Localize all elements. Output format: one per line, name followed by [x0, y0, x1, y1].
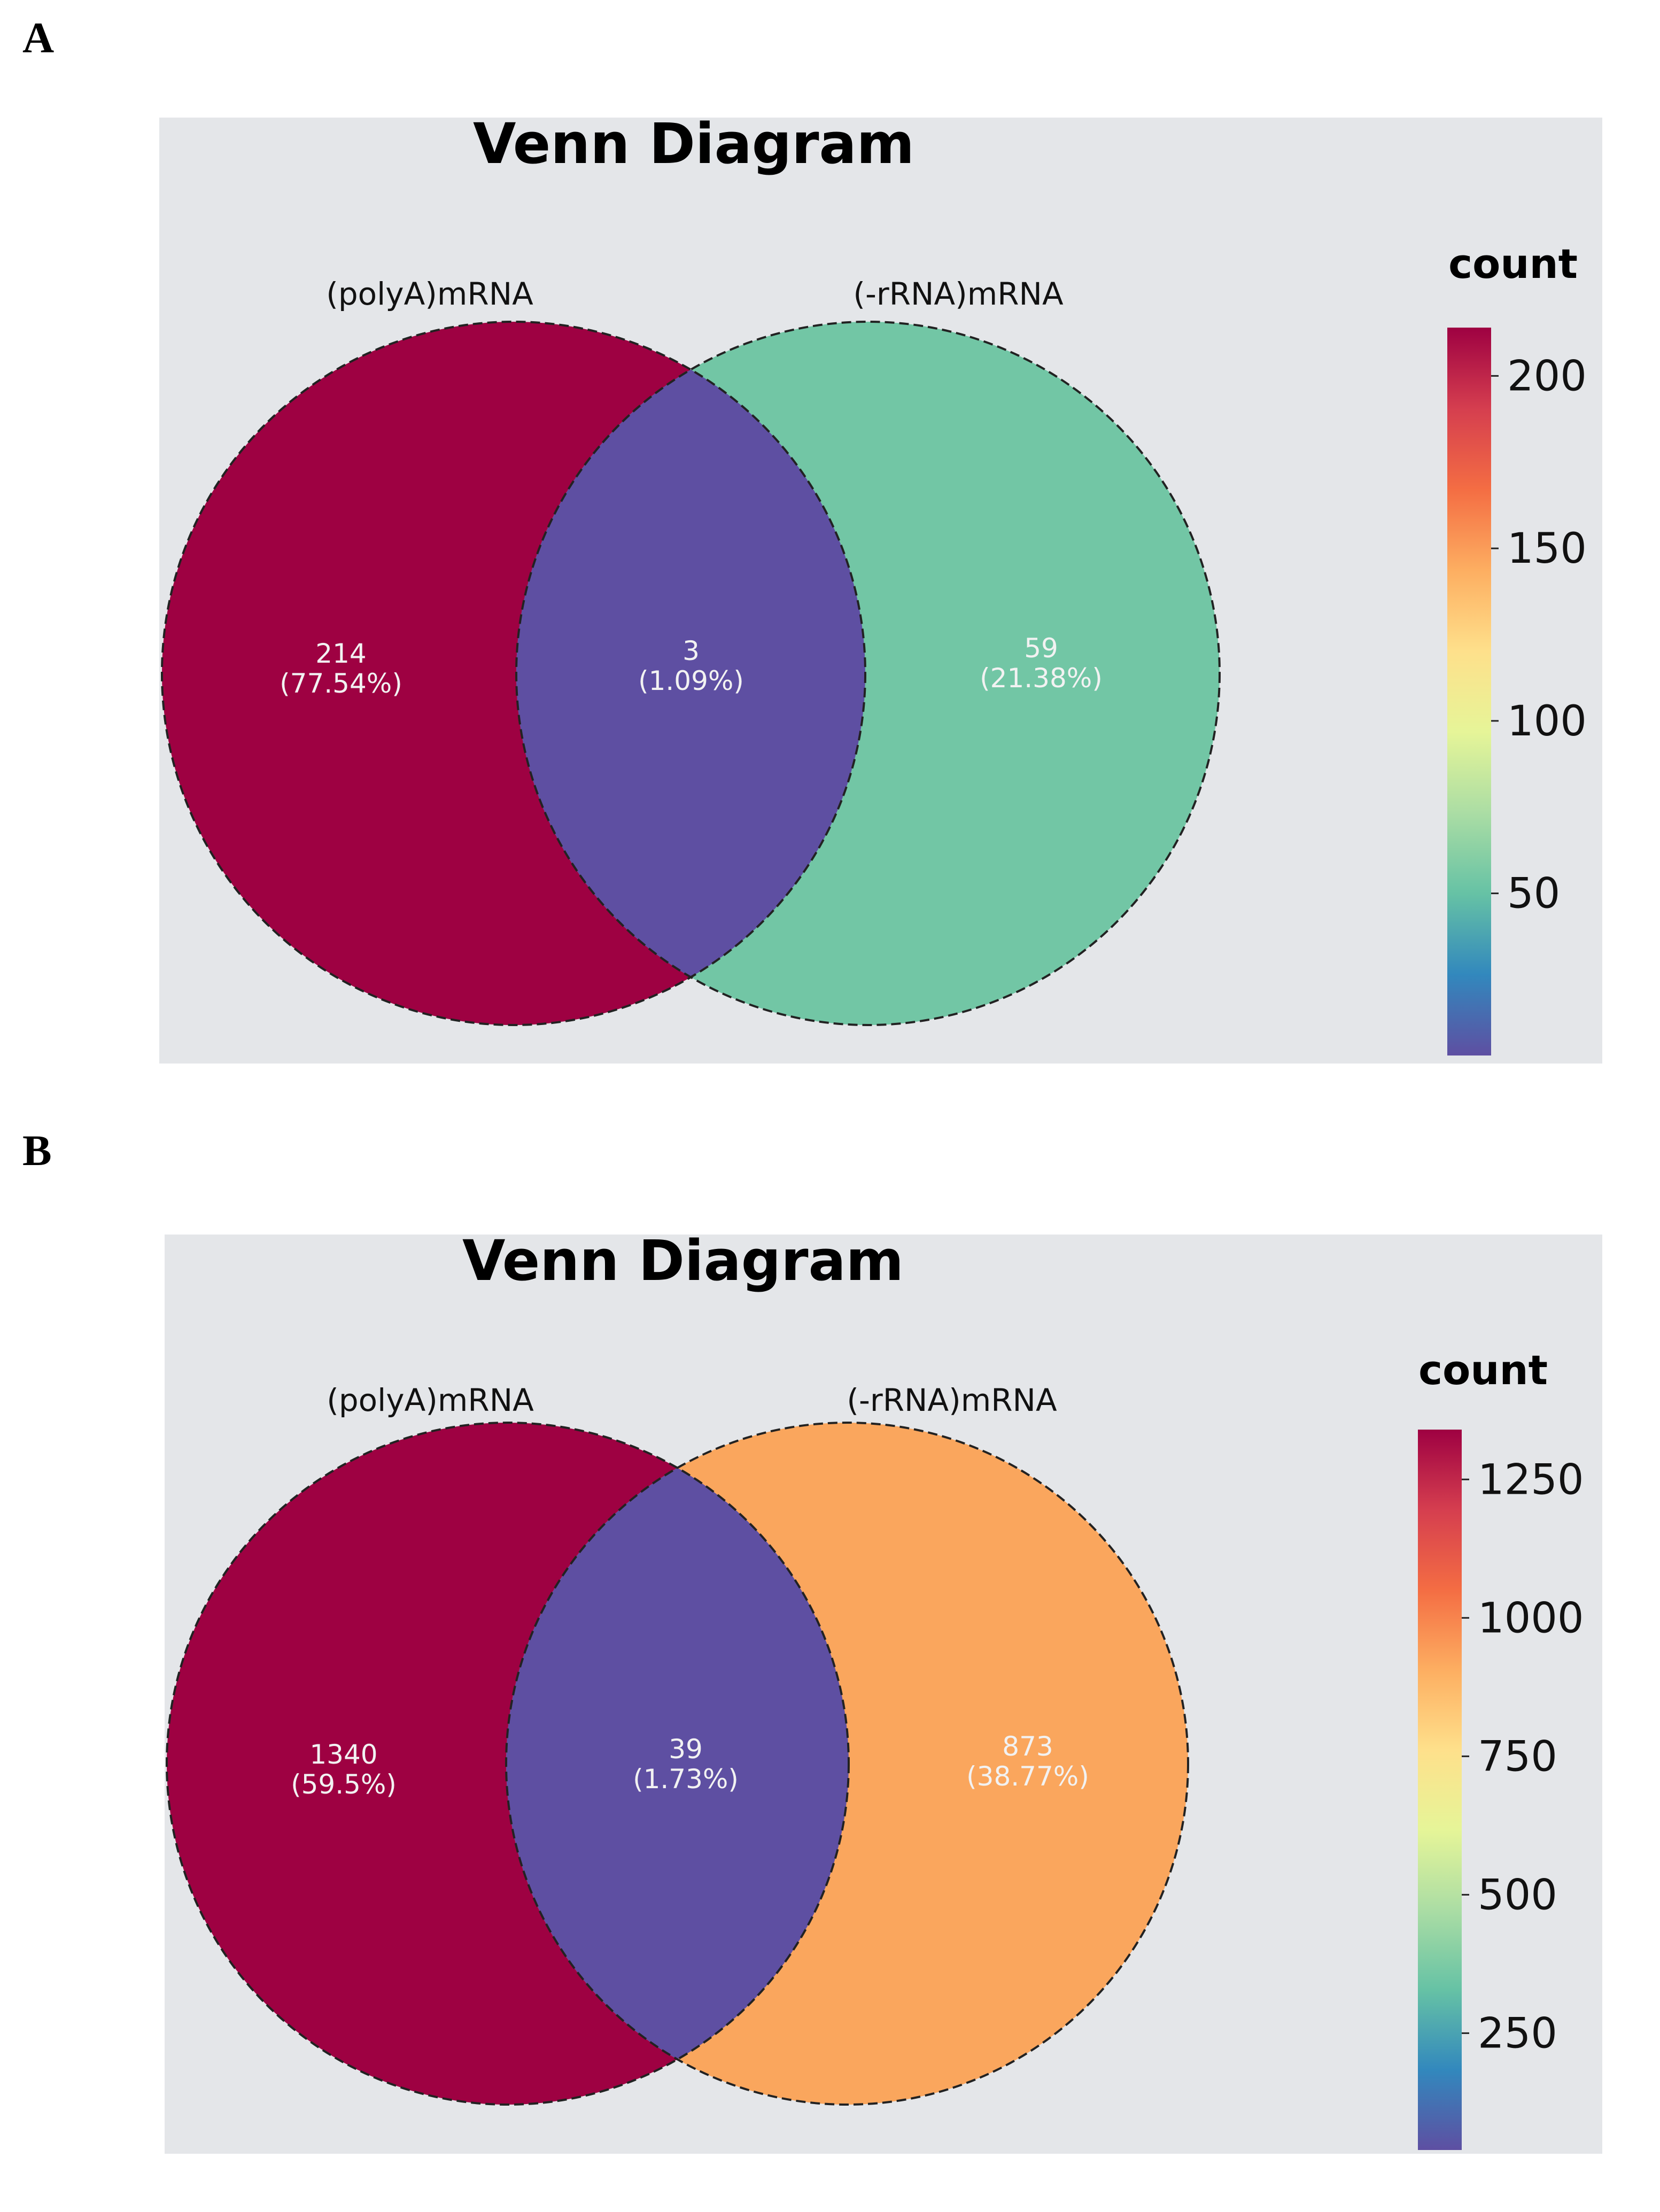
region-percent-intersection: (1.73%)	[633, 1764, 739, 1795]
colorbar-tick-label: 200	[1507, 352, 1587, 400]
venn-panel-a: Venn Diagram (polyA)mRNA (-rRNA)mRNA 214…	[159, 118, 1602, 1064]
region-count-left: 214	[315, 638, 366, 669]
region-count-right: 873	[1002, 1731, 1053, 1762]
region-count-intersection: 39	[669, 1734, 703, 1765]
colorbar	[1447, 328, 1491, 1055]
set-label-right: (-rRNA)mRNA	[847, 1382, 1057, 1418]
colorbar-tick-label: 1000	[1478, 1594, 1584, 1642]
venn-region-intersection	[506, 1423, 849, 2105]
colorbar-tick-label: 750	[1478, 1733, 1557, 1781]
colorbar-title: count	[1418, 1346, 1548, 1394]
set-label-left: (polyA)mRNA	[326, 276, 533, 312]
venn-outline-left	[161, 321, 866, 1026]
region-count-intersection: 3	[682, 635, 700, 666]
colorbar-tick-label: 50	[1507, 870, 1560, 918]
region-percent-right: (38.77%)	[966, 1761, 1089, 1792]
venn-region-intersection	[516, 322, 865, 1025]
chart-title: Venn Diagram	[473, 118, 914, 176]
colorbar-tick-label: 500	[1478, 1871, 1557, 1919]
region-percent-right: (21.38%)	[980, 663, 1103, 694]
region-count-left: 1340	[309, 1739, 377, 1770]
colorbar-tick-label: 250	[1478, 2009, 1557, 2058]
region-percent-intersection: (1.09%)	[638, 665, 744, 696]
colorbar	[1418, 1430, 1462, 2150]
venn-outline-left	[166, 1422, 850, 2106]
panel-letter-b: B	[22, 1126, 52, 1175]
region-percent-left: (77.54%)	[280, 668, 402, 699]
set-label-left: (polyA)mRNA	[327, 1382, 534, 1418]
colorbar-tick-label: 100	[1507, 697, 1587, 746]
chart-title: Venn Diagram	[462, 1235, 904, 1293]
region-percent-left: (59.5%)	[291, 1769, 397, 1800]
venn-outline-right	[515, 321, 1221, 1026]
venn-panel-b: Venn Diagram (polyA)mRNA (-rRNA)mRNA 134…	[165, 1235, 1602, 2154]
panel-letter-a: A	[22, 13, 55, 62]
venn-outline-right	[505, 1422, 1189, 2106]
region-count-right: 59	[1024, 633, 1058, 664]
colorbar-title: count	[1448, 240, 1578, 288]
colorbar-tick-label: 150	[1507, 525, 1587, 573]
set-label-right: (-rRNA)mRNA	[853, 276, 1064, 312]
colorbar-tick-label: 1250	[1478, 1456, 1584, 1504]
